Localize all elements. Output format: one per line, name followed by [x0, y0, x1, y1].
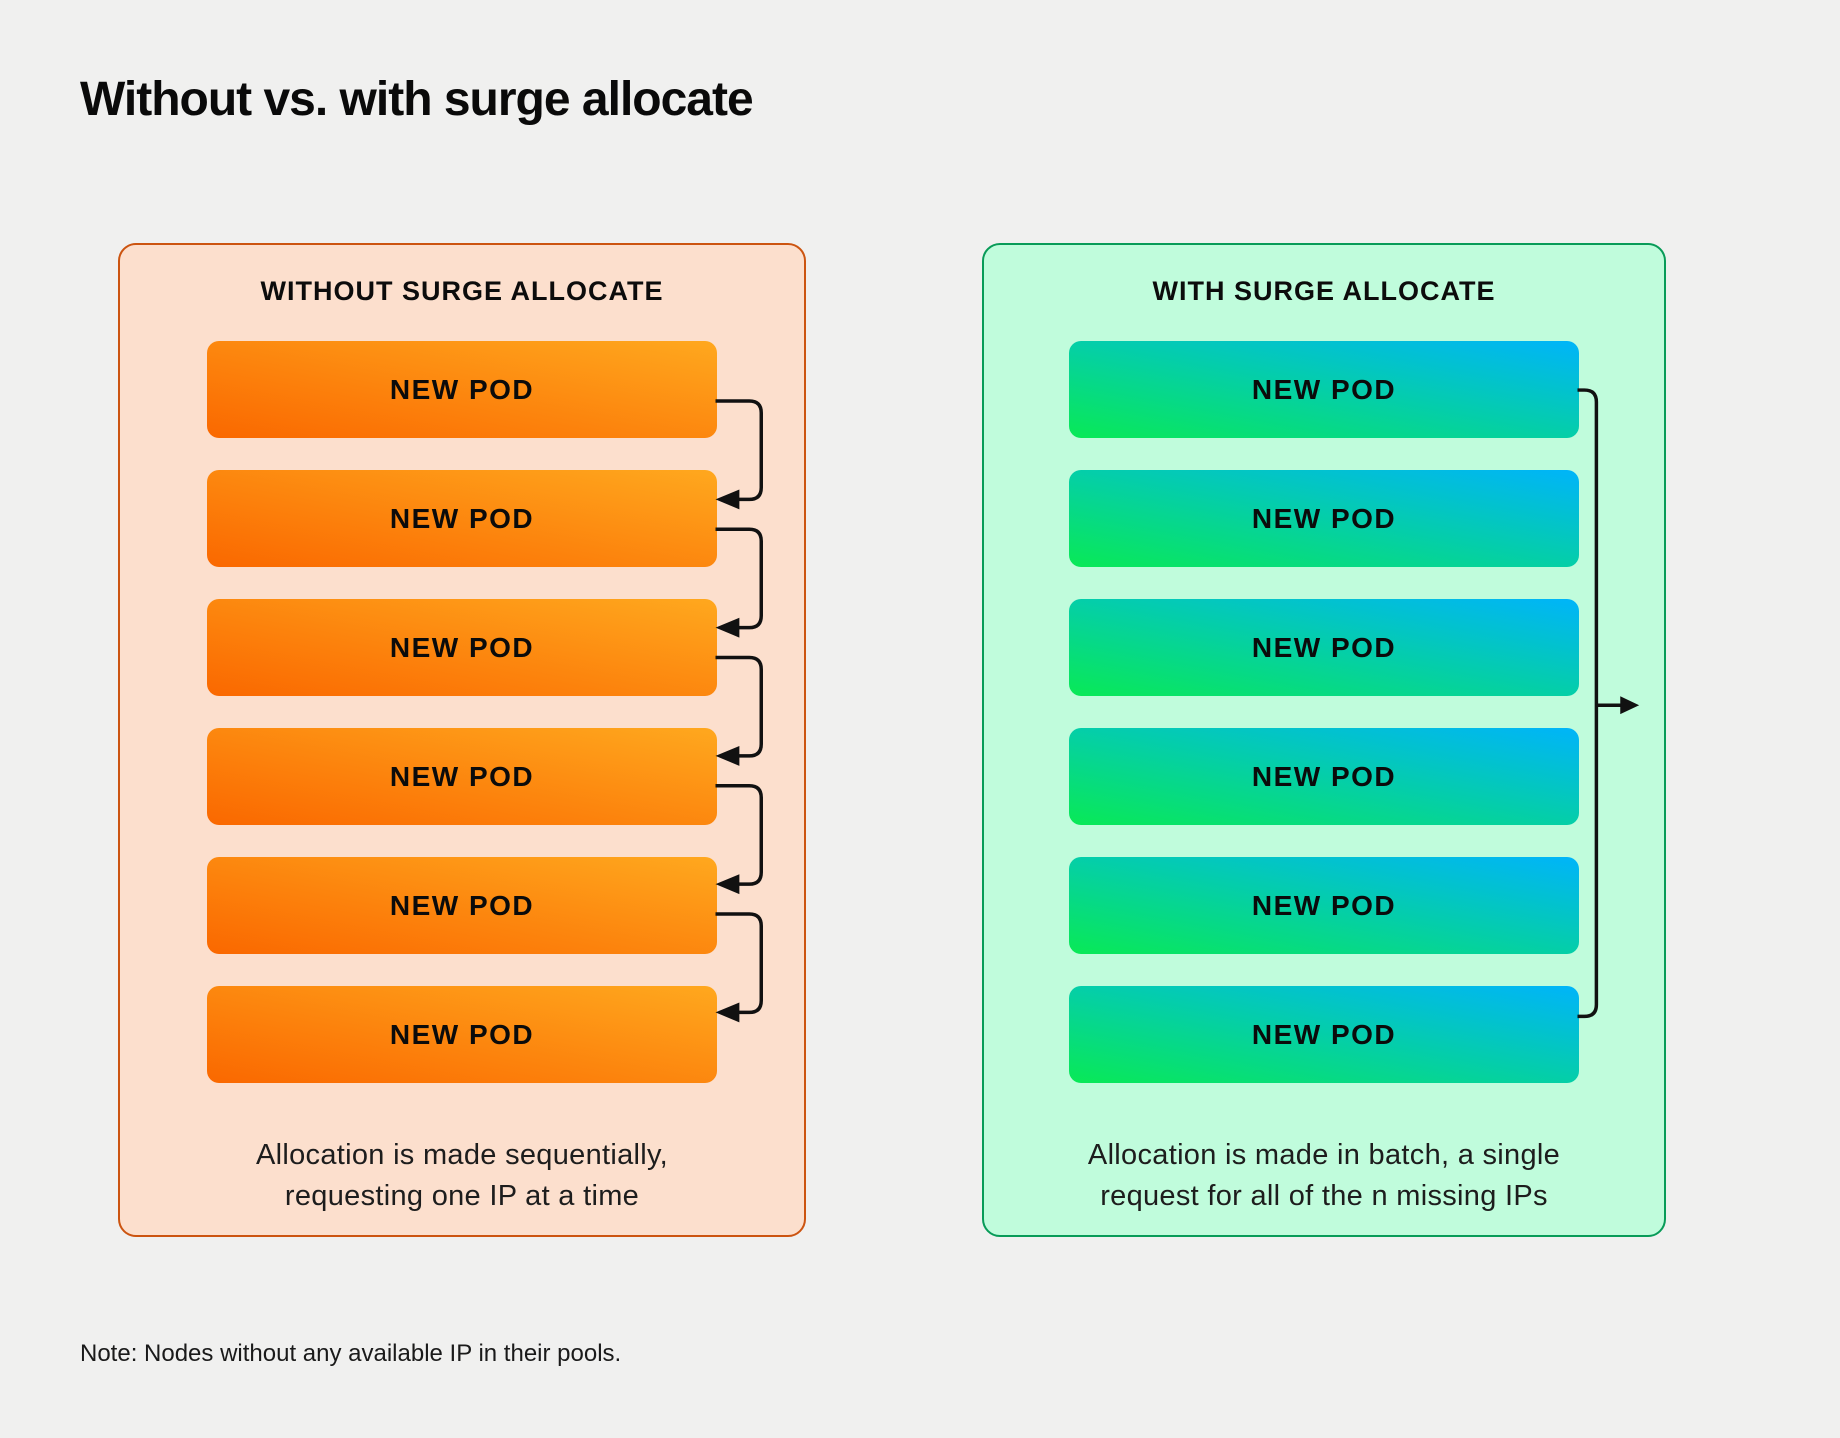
pod-box: NEW POD [1069, 341, 1579, 438]
pod-box: NEW POD [207, 986, 717, 1083]
pod-box: NEW POD [207, 857, 717, 954]
page-title: Without vs. with surge allocate [80, 73, 754, 126]
pod-box: NEW POD [1069, 986, 1579, 1083]
panel-header-with: WITH SURGE ALLOCATE [1152, 276, 1496, 306]
pod-box: NEW POD [1069, 857, 1579, 954]
panel-caption-with: Allocation is made in batch, a single re… [984, 1135, 1664, 1217]
pod-box: NEW POD [207, 728, 717, 825]
pod-box: NEW POD [1069, 470, 1579, 567]
pod-box: NEW POD [1069, 599, 1579, 696]
pod-box: NEW POD [207, 341, 717, 438]
panel-with-surge-allocate: WITH SURGE ALLOCATE NEW POD NEW POD NEW … [982, 243, 1666, 1237]
panel-caption-without: Allocation is made sequentially, request… [120, 1135, 804, 1217]
caption-line: Allocation is made sequentially, [255, 1139, 669, 1171]
pod-list-with: NEW POD NEW POD NEW POD NEW POD NEW POD … [984, 341, 1664, 1083]
caption-line: request for all of the n missing IPs [1100, 1180, 1548, 1212]
footnote: Note: Nodes without any available IP in … [80, 1340, 622, 1367]
caption-line: Allocation is made in batch, a single [1087, 1139, 1561, 1171]
pod-box: NEW POD [207, 599, 717, 696]
caption-line: requesting one IP at a time [284, 1180, 640, 1212]
pod-box: NEW POD [1069, 728, 1579, 825]
panel-without-surge-allocate: WITHOUT SURGE ALLOCATE NEW POD NEW POD N… [118, 243, 806, 1237]
pod-list-without: NEW POD NEW POD NEW POD NEW POD NEW POD … [120, 341, 804, 1083]
pod-box: NEW POD [207, 470, 717, 567]
panel-header-without: WITHOUT SURGE ALLOCATE [260, 276, 664, 306]
